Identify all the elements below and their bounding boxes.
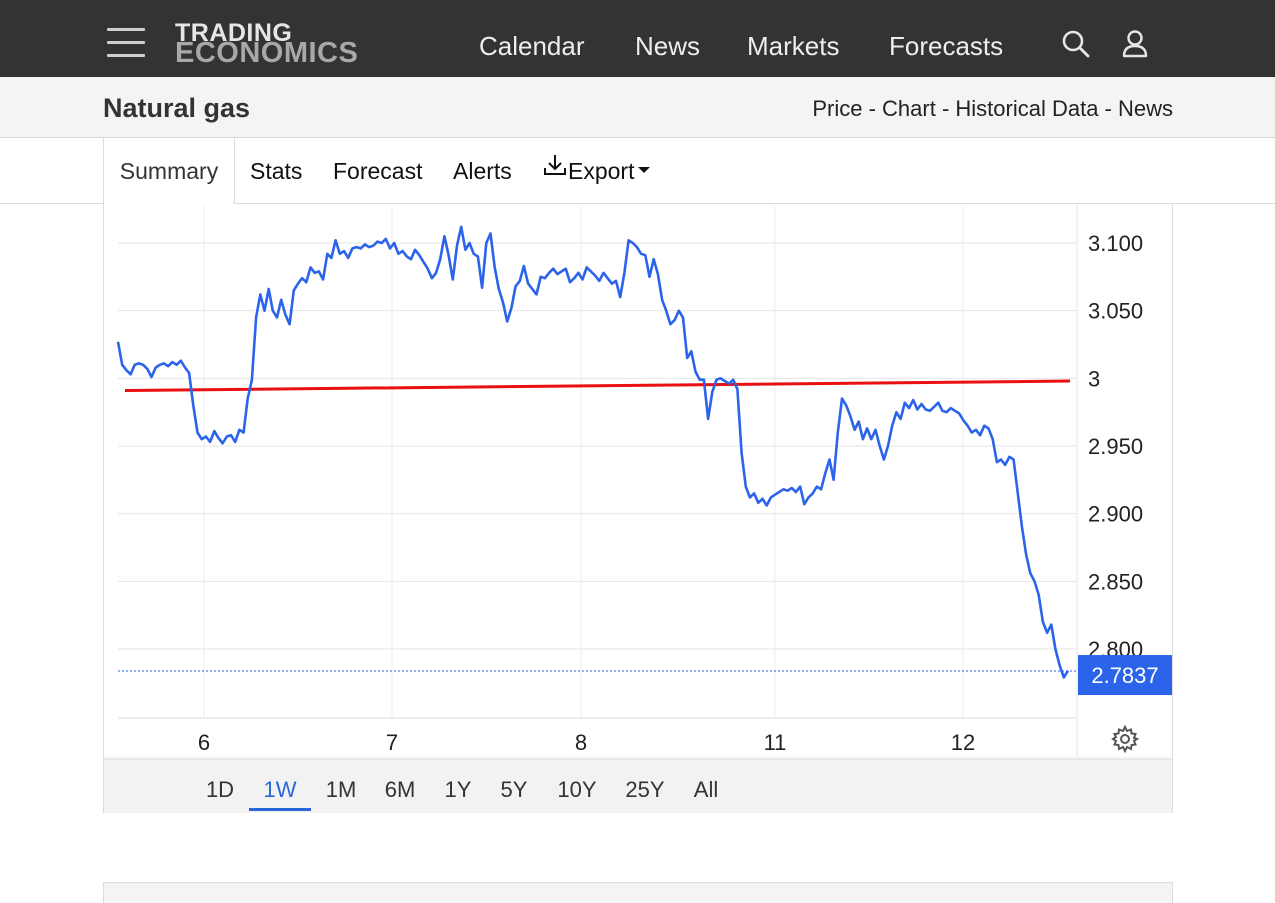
range-1w[interactable]: 1W	[263, 777, 297, 802]
range-6m[interactable]: 6M	[384, 777, 416, 802]
caret-down-icon	[638, 166, 651, 173]
tab-alerts[interactable]: Alerts	[453, 158, 512, 184]
trading-economics-logo[interactable]: TRADING ECONOMICS	[175, 19, 359, 69]
nav-forecasts[interactable]: Forecasts	[889, 31, 1004, 61]
top-navigation-bar: TRADING ECONOMICS Calendar News Markets …	[0, 0, 1275, 77]
range-1d[interactable]: 1D	[205, 777, 235, 802]
tab-forecast[interactable]: Forecast	[333, 158, 423, 184]
nav-news[interactable]: News	[635, 31, 701, 61]
export-label: Export	[568, 158, 635, 184]
time-range-selector	[104, 759, 1172, 813]
hamburger-menu-icon[interactable]	[107, 28, 145, 58]
page-subheader	[0, 77, 1275, 138]
nav-markets[interactable]: Markets	[747, 31, 840, 61]
range-25y[interactable]: 25Y	[625, 777, 665, 802]
tab-summary[interactable]: Summary	[103, 138, 235, 204]
chart-settings-gear-icon[interactable]	[1111, 724, 1140, 754]
range-1m[interactable]: 1M	[325, 777, 357, 802]
next-section-panel	[103, 882, 1173, 903]
range-1y[interactable]: 1Y	[444, 777, 472, 802]
range-all[interactable]: All	[693, 777, 719, 802]
search-icon[interactable]	[1061, 28, 1091, 60]
chart-panel	[103, 204, 1173, 813]
section-links[interactable]: Price - Chart - Historical Data - News	[812, 96, 1173, 121]
range-10y[interactable]: 10Y	[557, 777, 597, 802]
nav-calendar[interactable]: Calendar	[479, 31, 585, 61]
tab-stats[interactable]: Stats	[250, 158, 303, 184]
tab-export[interactable]: Export	[542, 137, 651, 204]
download-icon	[542, 137, 568, 203]
range-5y[interactable]: 5Y	[500, 777, 528, 802]
active-range-underline	[249, 808, 311, 811]
page-title: Natural gas	[103, 93, 251, 123]
user-account-icon[interactable]	[1121, 28, 1151, 60]
